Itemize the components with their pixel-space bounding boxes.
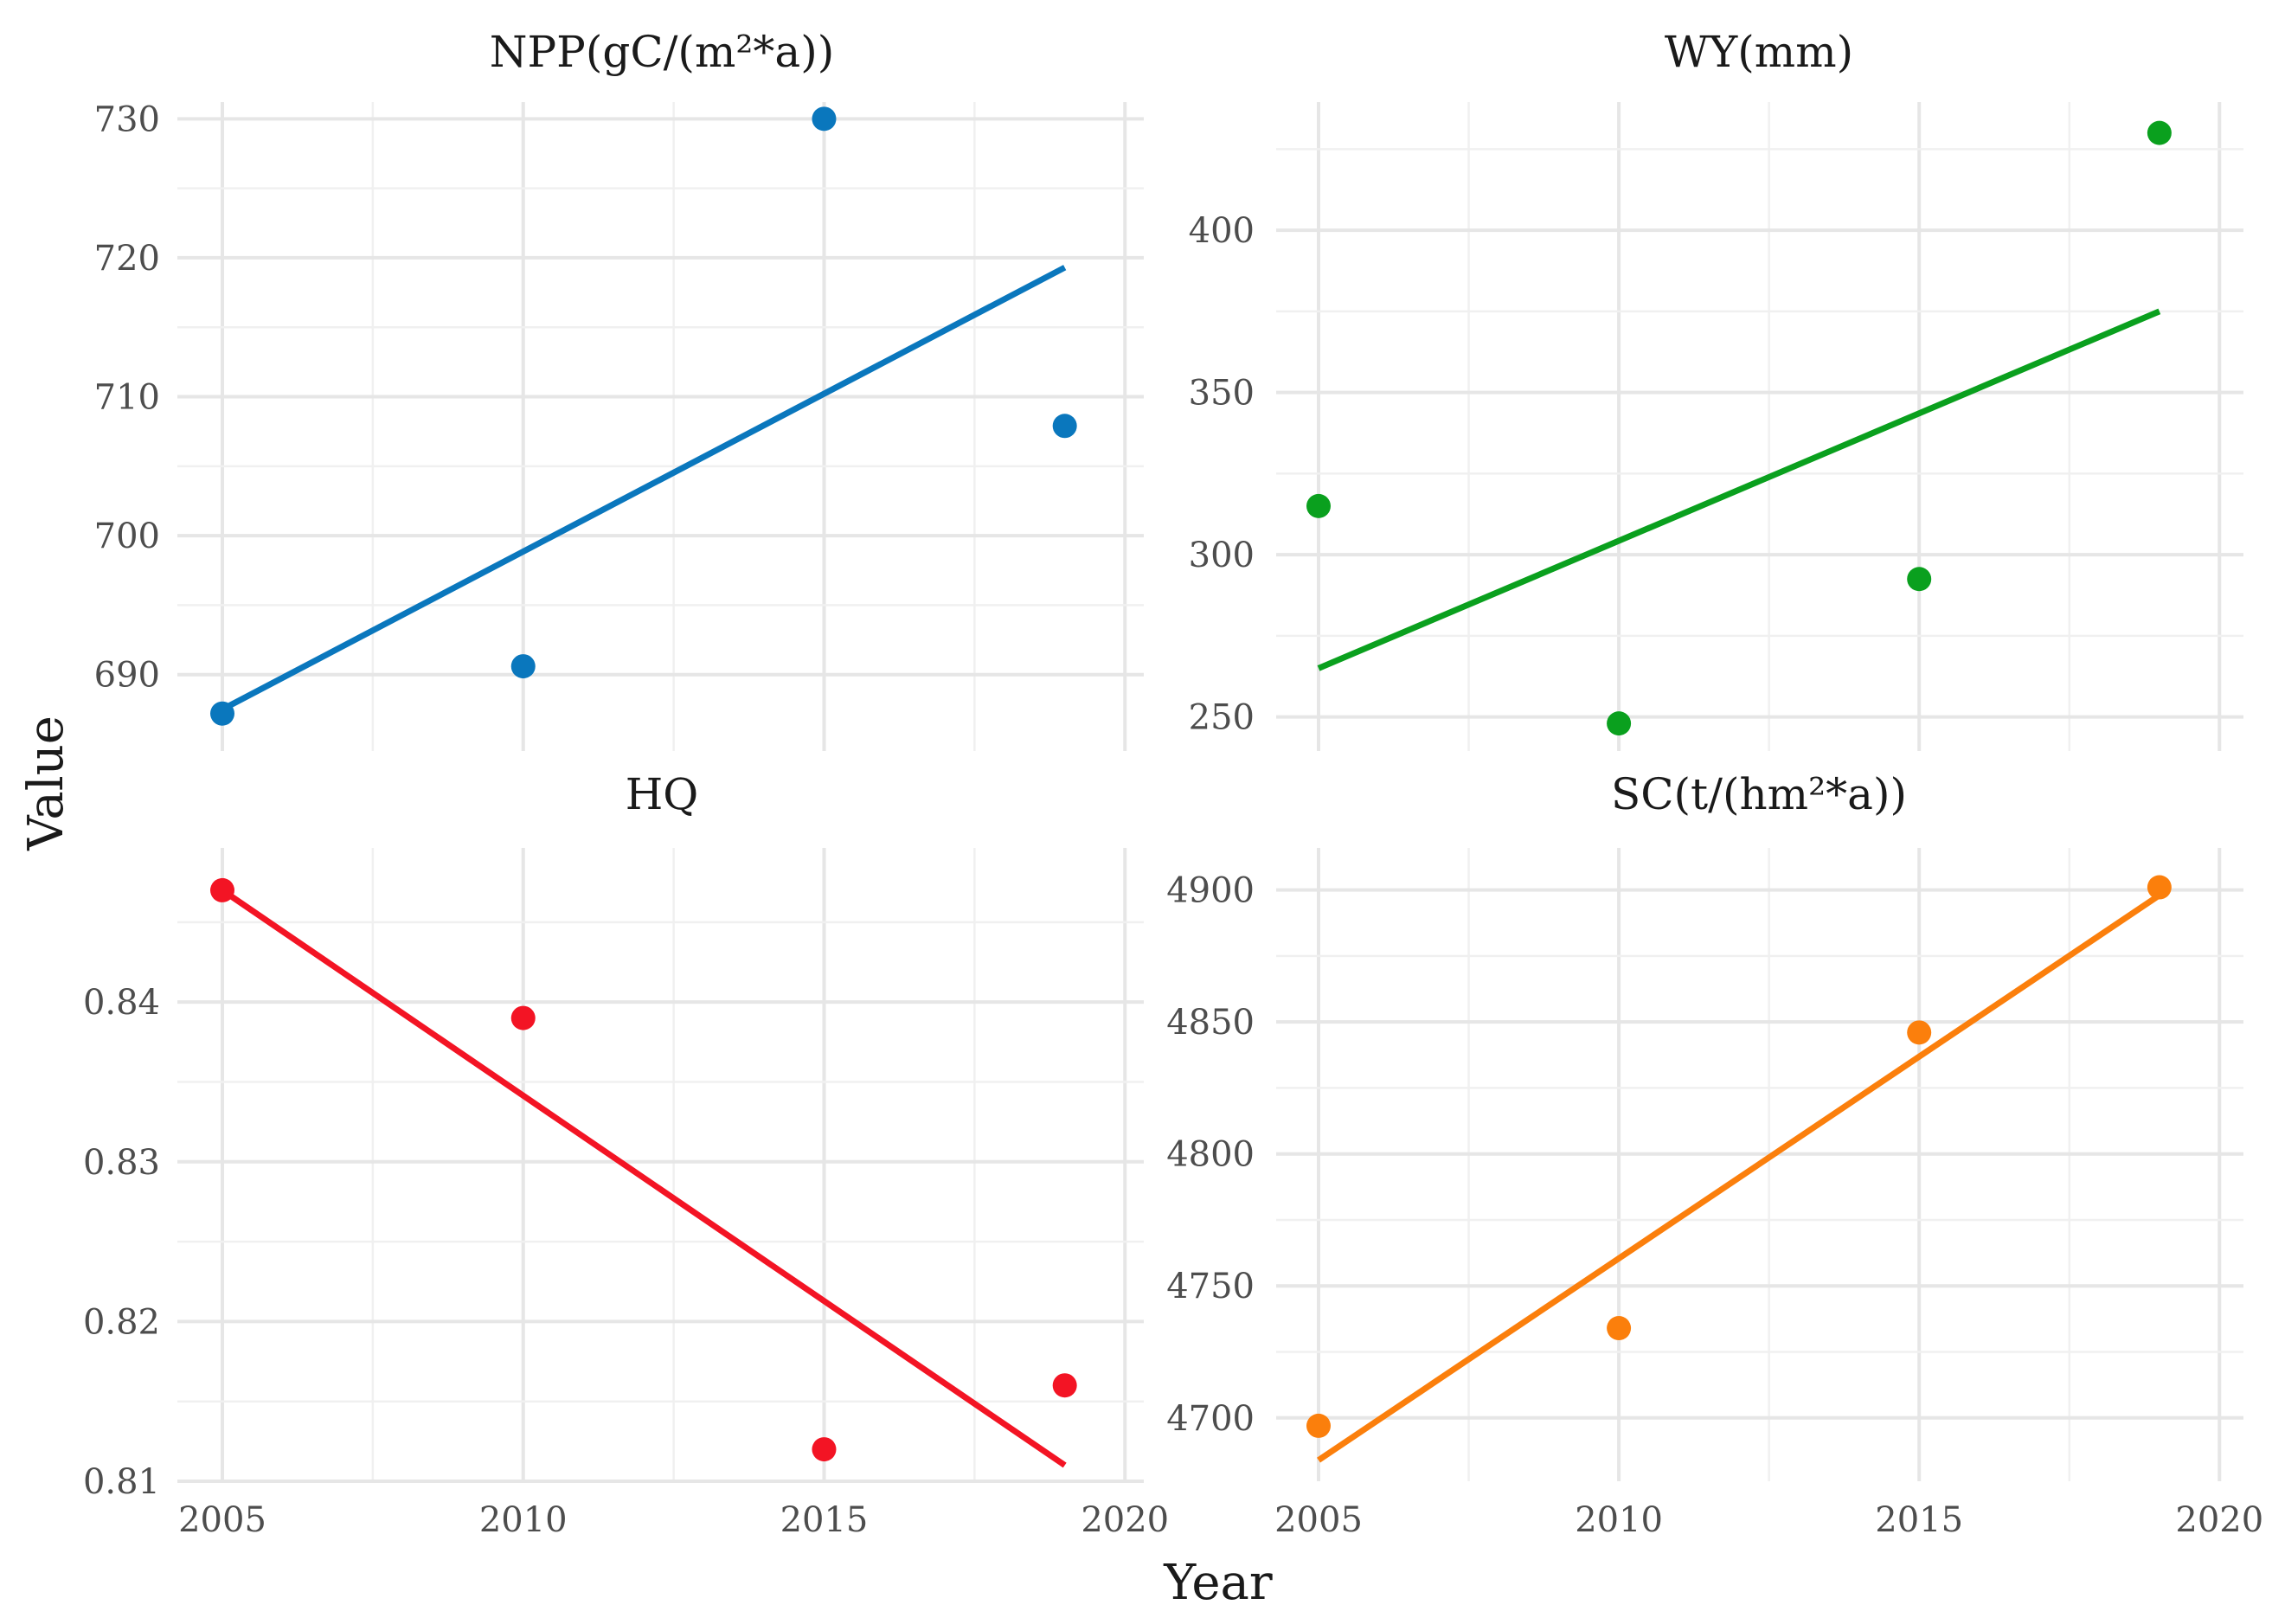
trend-line [221,888,1067,1468]
panel-title: HQ [626,769,699,819]
x-tick-label: 2020 [2175,1500,2263,1540]
y-tick-label: 350 [1189,374,1255,414]
y-tick-label: 4900 [1166,871,1255,911]
y-tick-label: 700 [94,517,160,556]
y-tick-label: 4800 [1166,1135,1255,1175]
data-point [210,877,234,902]
y-tick-label: 250 [1189,698,1255,738]
data-point [510,654,536,679]
y-tick-label: 720 [94,239,160,279]
data-point [812,1437,837,1462]
data-point [1306,1413,1331,1438]
y-tick-label: 0.83 [83,1143,160,1183]
data-point [812,106,837,132]
data-point [1306,493,1331,518]
data-point [1907,567,1932,592]
x-axis-title: Year [1163,1555,1273,1611]
x-tick-label: 2010 [479,1500,568,1540]
data-point [210,701,234,726]
x-tick-label: 2015 [780,1500,869,1540]
data-point [1607,1316,1632,1341]
data-point [1907,1020,1932,1045]
trend-line [1317,308,2161,671]
y-tick-label: 4850 [1166,1003,1255,1043]
panel-title: WY(mm) [1665,27,1853,77]
data-point [1607,711,1632,736]
y-tick-label: 4700 [1166,1399,1255,1439]
data-point [1052,414,1077,439]
y-tick-label: 730 [94,99,160,139]
panel-4: 4700 4750 4800 4850 4900 2005 2010 2015 2020 SC(t… [1166,769,2263,1540]
trend-line [221,265,1067,712]
y-tick-label: 0.81 [83,1462,160,1502]
panel-title: NPP(gC/(m²*a)) [490,27,834,77]
y-tick-label: 690 [94,656,160,696]
y-tick-label: 0.84 [83,983,160,1023]
data-point [1052,1373,1077,1398]
panel-title: SC(t/(hm²*a)) [1611,769,1907,819]
y-tick-label: 4750 [1166,1267,1255,1306]
data-point [510,1005,536,1030]
y-tick-label: 400 [1189,211,1255,251]
x-tick-label: 2010 [1575,1500,1663,1540]
panel-2: 250 300 350 400 WY(mm) [1189,27,2243,751]
y-tick-label: 300 [1189,536,1255,575]
panel-3: 0.81 0.82 0.83 0.84 2005 2010 2015 2020 HQ [83,769,1169,1540]
trend-line [1317,892,2161,1463]
data-point [2147,120,2172,145]
y-tick-label: 0.82 [83,1302,160,1342]
y-tick-label: 710 [94,378,160,418]
x-tick-label: 2020 [1081,1500,1169,1540]
panel-1: 690 700 710 720 730 NPP(gC/(m²*a)) [94,27,1144,751]
data-point [2147,875,2172,900]
x-tick-label: 2005 [1274,1500,1363,1540]
x-tick-label: 2015 [1875,1500,1963,1540]
y-axis-title: Value [18,716,74,851]
x-tick-label: 2005 [178,1500,266,1540]
